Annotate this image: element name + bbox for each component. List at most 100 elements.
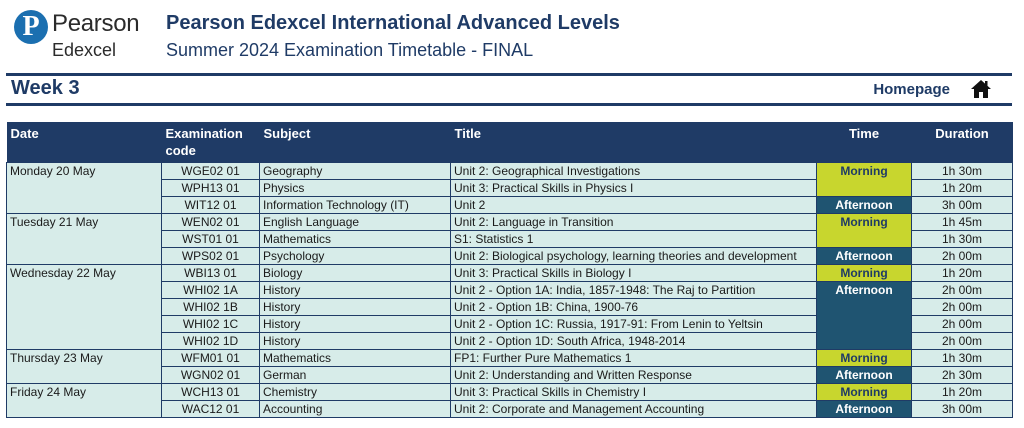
title-cell: Unit 2 - Option 1B: China, 1900-76 <box>450 298 817 316</box>
exam-code-cell: WBI13 01 <box>161 264 260 282</box>
date-cell: Friday 24 May <box>6 383 162 418</box>
page-title: Pearson Edexcel International Advanced L… <box>166 12 620 34</box>
duration-cell: 2h 30m <box>911 366 1013 384</box>
duration-cell: 1h 20m <box>911 179 1013 197</box>
table-row: Friday 24 May WCH13 01 Chemistry Unit 3:… <box>6 383 1013 418</box>
subject-cell: English Language <box>259 213 451 231</box>
time-morning-badge: Morning <box>816 213 912 248</box>
date-cell: Wednesday 22 May <box>6 264 162 350</box>
title-cell: Unit 2 - Option 1C: Russia, 1917-91: Fro… <box>450 315 817 333</box>
title-cell: Unit 2: Biological psychology, learning … <box>450 247 817 265</box>
homepage-link[interactable]: Homepage <box>873 81 950 98</box>
exam-code-cell: WGN02 01 <box>161 366 260 384</box>
subject-cell: Psychology <box>259 247 451 265</box>
time-morning-badge: Morning <box>816 349 912 367</box>
table-header-row: Date Examination code Subject Title Time… <box>6 122 1013 163</box>
column-header-time: Time <box>816 122 912 163</box>
duration-cell: 1h 30m <box>911 230 1013 248</box>
subject-cell: Mathematics <box>259 349 451 367</box>
date-cell: Monday 20 May <box>6 162 162 214</box>
exam-code-cell: WHI02 1D <box>161 332 260 350</box>
subject-cell: Biology <box>259 264 451 282</box>
title-cell: Unit 2 <box>450 196 817 214</box>
date-cell: Thursday 23 May <box>6 349 162 384</box>
exam-code-cell: WIT12 01 <box>161 196 260 214</box>
duration-cell: 2h 00m <box>911 247 1013 265</box>
column-header-title: Title <box>450 122 817 163</box>
time-morning-badge: Morning <box>816 383 912 401</box>
pearson-logo-mark: P <box>14 10 48 44</box>
subject-cell: German <box>259 366 451 384</box>
column-header-code: Examination code <box>161 122 260 163</box>
subject-cell: Geography <box>259 162 451 180</box>
title-cell: Unit 3: Practical Skills in Biology I <box>450 264 817 282</box>
exam-timetable: Date Examination code Subject Title Time… <box>6 122 1013 418</box>
title-cell: Unit 3: Practical Skills in Chemistry I <box>450 383 817 401</box>
column-header-subject: Subject <box>259 122 451 163</box>
date-cell: Tuesday 21 May <box>6 213 162 265</box>
title-cell: FP1: Further Pure Mathematics 1 <box>450 349 817 367</box>
exam-code-cell: WST01 01 <box>161 230 260 248</box>
title-cell: Unit 2: Language in Transition <box>450 213 817 231</box>
duration-cell: 1h 30m <box>911 349 1013 367</box>
duration-cell: 1h 45m <box>911 213 1013 231</box>
table-row: Thursday 23 May WFM01 01 Mathematics FP1… <box>6 349 1013 384</box>
column-header-duration: Duration <box>911 122 1013 163</box>
table-row: WAC12 01 Accounting Unit 2: Corporate an… <box>7 400 1013 418</box>
exam-code-cell: WPS02 01 <box>161 247 260 265</box>
subject-cell: History <box>259 298 451 316</box>
title-cell: Unit 2 - Option 1A: India, 1857-1948: Th… <box>450 281 817 299</box>
logo-text-pearson: Pearson <box>52 10 140 37</box>
logo-text-edexcel: Edexcel <box>52 40 117 60</box>
subject-cell: Physics <box>259 179 451 197</box>
table-row: Tuesday 21 May WEN02 01 English Language… <box>6 213 1013 265</box>
table-row: Monday 20 May WGE02 01 Geography Unit 2:… <box>6 162 1013 214</box>
subject-cell: History <box>259 281 451 299</box>
exam-code-cell: WFM01 01 <box>161 349 260 367</box>
duration-cell: 3h 00m <box>911 400 1013 418</box>
exam-code-cell: WPH13 01 <box>161 179 260 197</box>
title-cell: Unit 3: Practical Skills in Physics I <box>450 179 817 197</box>
pearson-edexcel-logo: P Pearson Edexcel <box>12 8 152 62</box>
subject-cell: Accounting <box>259 400 451 418</box>
subject-cell: Mathematics <box>259 230 451 248</box>
page-subtitle: Summer 2024 Examination Timetable - FINA… <box>166 40 534 60</box>
duration-cell: 2h 00m <box>911 315 1013 333</box>
week-header-band: Week 3 Homepage <box>6 73 1012 106</box>
title-cell: S1: Statistics 1 <box>450 230 817 248</box>
subject-cell: History <box>259 332 451 350</box>
time-afternoon-badge: Afternoon <box>816 247 912 265</box>
time-afternoon-badge: Afternoon <box>816 196 912 214</box>
exam-code-cell: WEN02 01 <box>161 213 260 231</box>
title-cell: Unit 2 - Option 1D: South Africa, 1948-2… <box>450 332 817 350</box>
time-afternoon-badge: Afternoon <box>816 281 912 350</box>
home-icon[interactable] <box>970 79 992 99</box>
exam-code-cell: WGE02 01 <box>161 162 260 180</box>
subject-cell: History <box>259 315 451 333</box>
table-row: WHI02 1B History Unit 2 - Option 1B: Chi… <box>7 298 1013 316</box>
table-row: WPS02 01 Psychology Unit 2: Biological p… <box>7 247 1013 265</box>
duration-cell: 1h 20m <box>911 264 1013 282</box>
exam-code-cell: WHI02 1B <box>161 298 260 316</box>
exam-code-cell: WHI02 1C <box>161 315 260 333</box>
title-cell: Unit 2: Understanding and Written Respon… <box>450 366 817 384</box>
title-cell: Unit 2: Geographical Investigations <box>450 162 817 180</box>
table-row: WHI02 1A History Unit 2 - Option 1A: Ind… <box>7 281 1013 350</box>
subject-cell: Information Technology (IT) <box>259 196 451 214</box>
exam-code-cell: WCH13 01 <box>161 383 260 401</box>
table-row: WPH13 01 Physics Unit 3: Practical Skill… <box>7 179 1013 197</box>
time-morning-badge: Morning <box>816 162 912 197</box>
duration-cell: 1h 30m <box>911 162 1013 180</box>
table-row: WST01 01 Mathematics S1: Statistics 1 1h… <box>7 230 1013 248</box>
table-row: WHI02 1C History Unit 2 - Option 1C: Rus… <box>7 315 1013 333</box>
duration-cell: 1h 20m <box>911 383 1013 401</box>
exam-code-cell: WHI02 1A <box>161 281 260 299</box>
column-header-date: Date <box>6 122 162 163</box>
duration-cell: 2h 00m <box>911 332 1013 350</box>
subject-cell: Chemistry <box>259 383 451 401</box>
time-afternoon-badge: Afternoon <box>816 366 912 384</box>
title-cell: Unit 2: Corporate and Management Account… <box>450 400 817 418</box>
table-row: Wednesday 22 May WBI13 01 Biology Unit 3… <box>6 264 1013 350</box>
time-afternoon-badge: Afternoon <box>816 400 912 418</box>
duration-cell: 2h 00m <box>911 281 1013 299</box>
